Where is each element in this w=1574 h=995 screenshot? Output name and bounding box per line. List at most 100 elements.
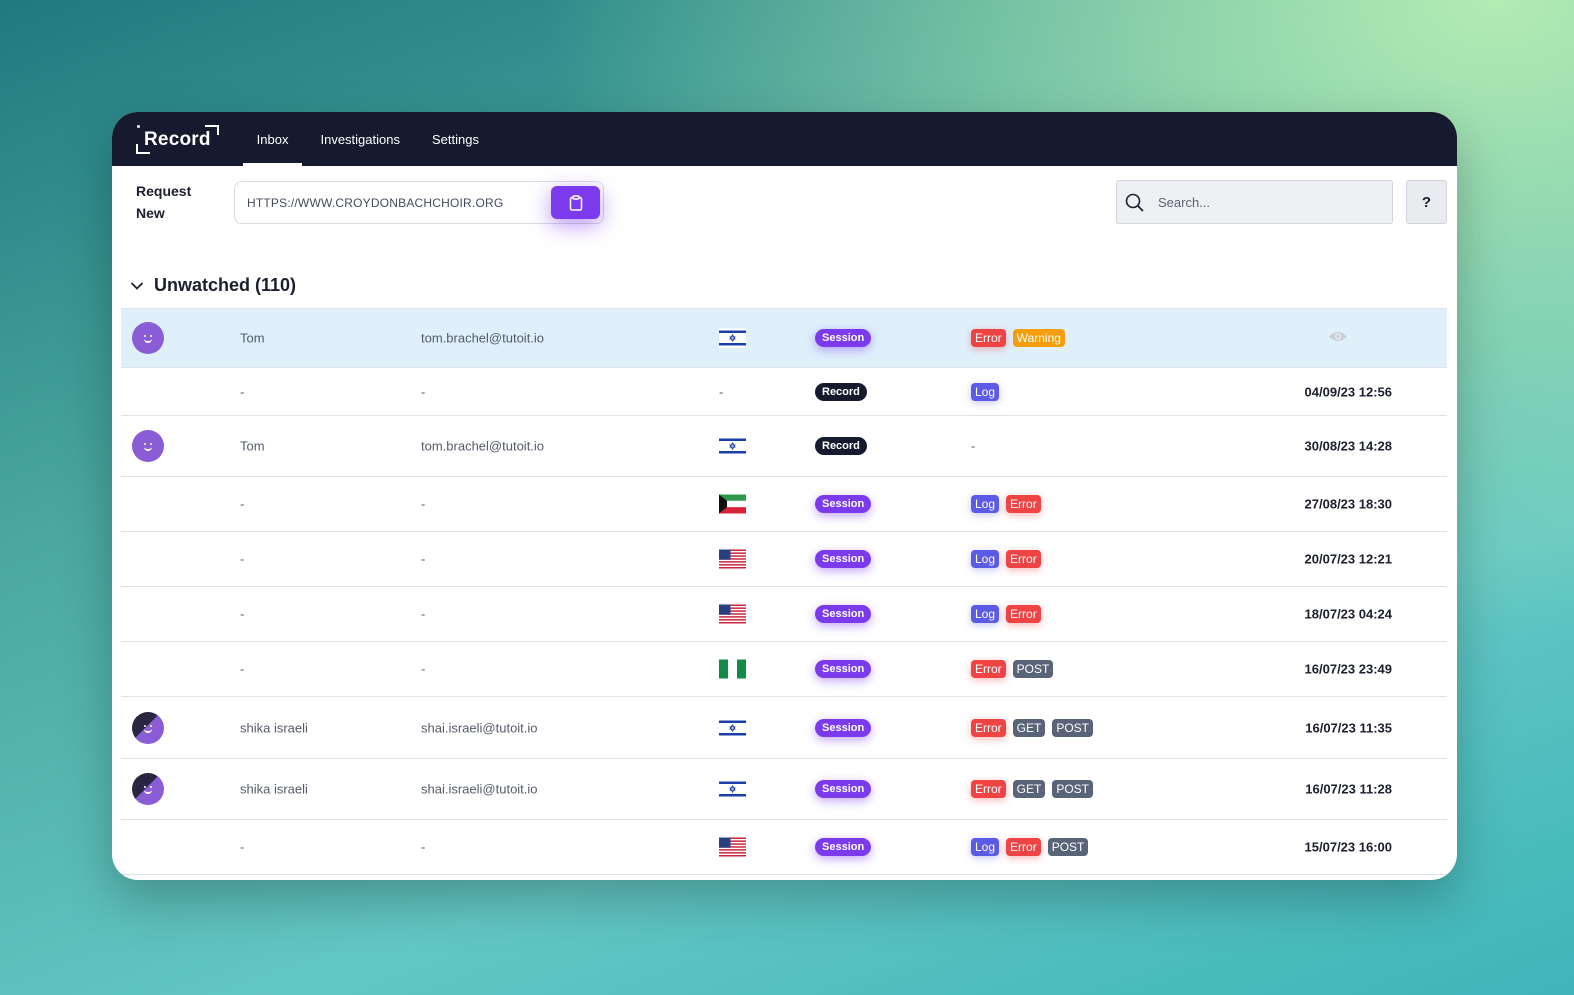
avatar	[132, 711, 164, 744]
clipboard-icon	[569, 194, 582, 211]
tag-get: GET	[1012, 718, 1046, 737]
tab-inbox[interactable]: Inbox	[241, 112, 305, 166]
tag-log: Log	[971, 382, 1000, 401]
user-email: -	[421, 839, 426, 855]
usa-flag-icon	[719, 837, 746, 857]
unwatched-section-toggle[interactable]: Unwatched (110)	[130, 275, 296, 296]
recorded-date: 16/07/23 23:49	[1304, 661, 1392, 677]
recorded-date: 30/08/23 14:28	[1304, 438, 1392, 454]
chevron-down-icon	[130, 281, 144, 290]
avatar	[132, 322, 164, 354]
table-row[interactable]: - - Session Log Error 27/08/23 18:30	[121, 477, 1447, 532]
table-row[interactable]: Tom tom.brachel@tutoit.io Record - 30/08/23 …	[121, 416, 1447, 477]
table-row[interactable]: - - Session Error POST 16/07/23 23:49	[121, 642, 1447, 697]
type-badge: Record	[815, 382, 867, 401]
usa-flag-icon	[719, 549, 746, 569]
table-row[interactable]: Tom tom.brachel@tutoit.io Session Error Warn…	[121, 308, 1447, 368]
tags: Error Warning	[971, 329, 1065, 347]
copy-button[interactable]	[551, 186, 600, 219]
tag-error: Error	[1006, 495, 1041, 513]
user-email: -	[421, 496, 426, 512]
section-title: Unwatched (110)	[154, 275, 297, 295]
table-row[interactable]: shika israeli shai.israeli@tutoit.io Sessi…	[121, 697, 1447, 759]
type-badge: Session	[815, 329, 872, 347]
tag-get: GET	[1012, 780, 1046, 798]
tags-empty: -	[971, 438, 976, 454]
tags: Error GET POST	[971, 780, 1094, 798]
tag-error: Error	[971, 718, 1006, 737]
israel-flag-icon	[719, 328, 746, 348]
user-name: shika israeli	[240, 720, 308, 735]
url-select[interactable]: HTTPS://WWW.CROYDONBACHCHOIR.ORG	[234, 181, 604, 224]
app-window: Record Inbox Investigations Settings Req…	[112, 112, 1457, 880]
table-row[interactable]: - - Session Log Error 20/07/23 12:21	[121, 532, 1447, 587]
avatar	[132, 430, 164, 462]
tag-post: POST	[1052, 780, 1094, 798]
search-box[interactable]	[1116, 180, 1393, 224]
tag-error: Error	[971, 329, 1006, 347]
user-email: shai.israeli@tutoit.io	[421, 781, 538, 797]
nigeria-flag-icon	[719, 659, 746, 679]
user-name: -	[240, 606, 245, 622]
type-badge: Session	[815, 660, 872, 678]
type-badge: Session	[815, 838, 872, 856]
help-button[interactable]: ?	[1406, 180, 1447, 224]
table-row[interactable]: shika israeli shai.israeli@tutoit.io Sessi…	[121, 759, 1447, 820]
tag-error: Error	[1006, 838, 1041, 856]
type-badge: Session	[815, 550, 872, 568]
search-icon	[1125, 193, 1144, 212]
tag-error: Error	[1006, 605, 1041, 623]
recorded-date: 04/09/23 12:56	[1304, 384, 1392, 399]
tab-investigations[interactable]: Investigations	[320, 131, 400, 147]
tags: Log Error	[971, 550, 1041, 568]
avatar-icon	[132, 711, 164, 744]
tag-post: POST	[1012, 660, 1054, 678]
user-email: tom.brachel@tutoit.io	[421, 438, 545, 454]
tag-warning: Warning	[1012, 329, 1065, 347]
request-new-label: Request New	[136, 183, 192, 221]
top-navbar: Record Inbox Investigations Settings	[112, 112, 1457, 166]
type-badge: Session	[815, 495, 872, 513]
user-email: tom.brachel@tutoit.io	[421, 330, 545, 346]
tag-log: Log	[971, 495, 1000, 513]
avatar-icon	[132, 773, 164, 805]
table-row[interactable]: - - Session Log Error POST 15/07/23 16:00	[121, 820, 1447, 875]
table-row[interactable]: - - Session Log Error 18/07/23 04:24	[121, 587, 1447, 642]
tags: Log Error	[971, 495, 1041, 513]
eye-icon[interactable]	[1328, 330, 1348, 347]
user-name: -	[240, 839, 245, 855]
recordings-table: Tom tom.brachel@tutoit.io Session Error Warn…	[121, 308, 1447, 875]
tags: Log	[971, 382, 1000, 401]
tag-log: Log	[971, 605, 1000, 623]
tag-post: POST	[1052, 718, 1094, 737]
search-input[interactable]	[1158, 194, 1378, 210]
logo-text: Record	[136, 124, 219, 154]
type-badge: Session	[815, 780, 872, 798]
recorded-date: 27/08/23 18:30	[1304, 496, 1392, 512]
country-empty: -	[719, 384, 724, 399]
tags: Error POST	[971, 660, 1054, 678]
user-name: -	[240, 551, 245, 567]
tab-settings[interactable]: Settings	[431, 131, 479, 147]
tag-log: Log	[971, 838, 1000, 856]
recorded-date: 20/07/23 12:21	[1304, 551, 1392, 567]
user-name: Tom	[240, 438, 265, 454]
user-email: -	[421, 551, 426, 567]
user-email: -	[421, 384, 426, 399]
user-email: shai.israeli@tutoit.io	[421, 720, 538, 735]
tags: Log Error	[971, 605, 1041, 623]
tags: Log Error POST	[971, 838, 1089, 856]
type-badge: Session	[815, 718, 872, 737]
table-row[interactable]: - - - Record Log 04/09/23 12:56	[121, 368, 1447, 416]
israel-flag-icon	[719, 436, 746, 456]
usa-flag-icon	[719, 604, 746, 624]
type-badge: Record	[815, 437, 867, 455]
tag-error: Error	[971, 780, 1006, 798]
record-logo[interactable]: Record	[136, 112, 219, 166]
user-email: -	[421, 606, 426, 622]
user-name: -	[240, 661, 245, 677]
israel-flag-icon	[719, 779, 746, 799]
tag-log: Log	[971, 550, 1000, 568]
avatar-icon	[132, 430, 164, 462]
tag-post: POST	[1047, 838, 1089, 856]
